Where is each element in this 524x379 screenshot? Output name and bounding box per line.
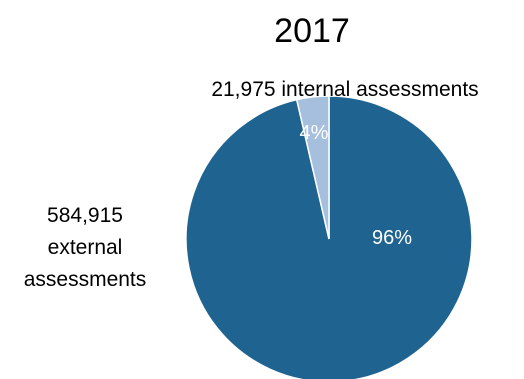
slice-category-label-line: external xyxy=(48,236,123,259)
slice-category-label-line: assessments xyxy=(24,268,147,291)
pie-slices xyxy=(185,95,473,379)
slice-percent-label: 4% xyxy=(300,122,329,144)
slice-percent-label: 96% xyxy=(372,227,412,249)
slice-category-label: 584,915 external assessments xyxy=(24,204,147,291)
slice-percent-labels: 96% 4% xyxy=(300,122,413,249)
pie-slice-internal xyxy=(295,95,330,240)
pie-slice-external xyxy=(185,95,473,379)
slice-category-label-line: 21,975 internal assessments xyxy=(211,78,478,101)
chart-title: 2017 xyxy=(274,12,350,50)
slice-category-label: 21,975 internal assessments xyxy=(211,78,478,101)
slice-category-labels: 584,915 external assessments 21,975 interna… xyxy=(24,78,479,291)
slice-category-label-line: 584,915 xyxy=(47,204,123,227)
